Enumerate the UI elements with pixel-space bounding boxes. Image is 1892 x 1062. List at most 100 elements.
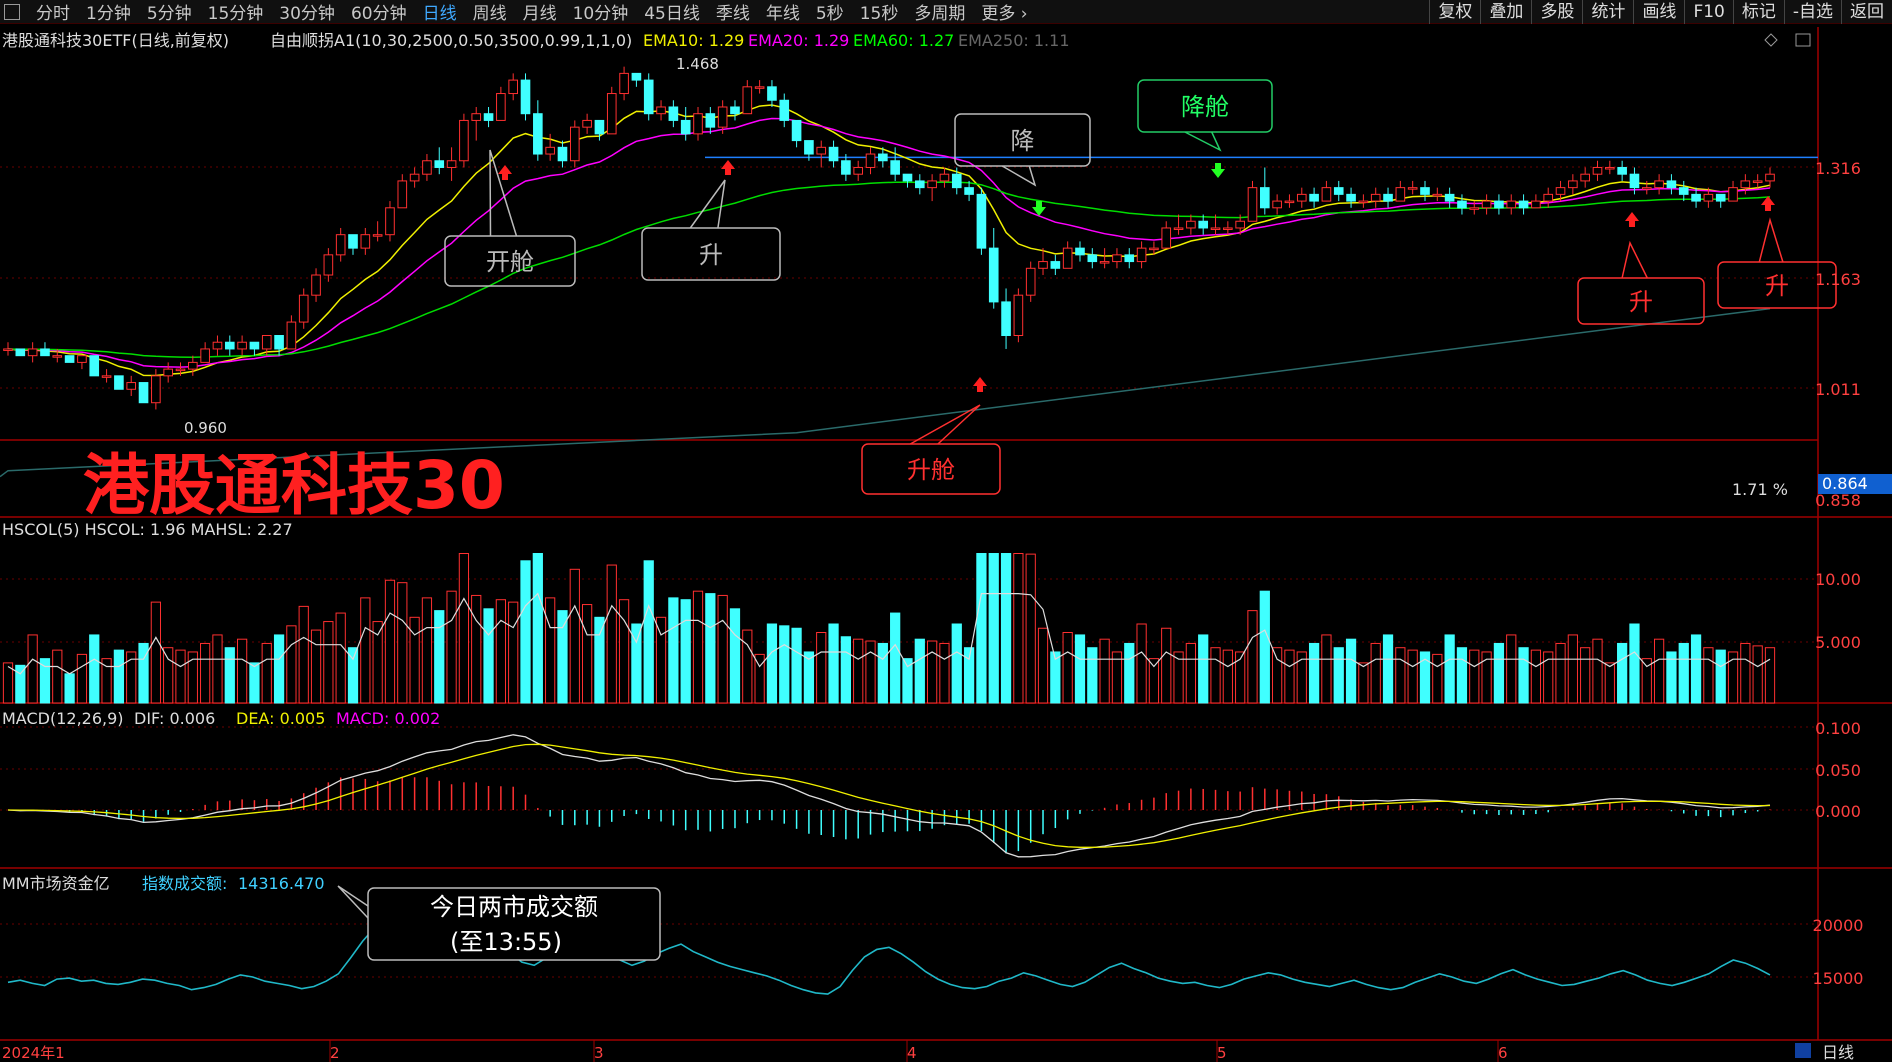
ema20-line [7,117,1771,368]
tab-13[interactable]: 5秒 [815,4,844,24]
candle-body [594,119,605,135]
candle-body [1025,267,1036,296]
tool-button-5[interactable]: F10 [1684,0,1732,24]
candle-body [1186,220,1196,229]
tab-1[interactable]: 1分钟 [86,4,131,24]
tab-16[interactable]: 更多 › [981,4,1028,24]
volume-bar [655,616,667,704]
x-tick: 2 [330,1044,340,1062]
tab-0[interactable]: 分时 [36,4,70,24]
tab-11[interactable]: 季线 [715,4,750,24]
callout-up1-pointer [689,179,726,229]
period-button[interactable]: 日线 [1822,1043,1854,1062]
volume-bar [1604,662,1615,704]
tool-button-8[interactable]: 返回 [1841,0,1892,24]
candle-body [1568,180,1578,189]
funds-tick: 20000 [1813,916,1864,935]
tab-7[interactable]: 周线 [472,4,507,24]
callout-up3: 升 [1717,217,1837,309]
volume-header: HSCOL(5) HSCOL: 1.96 MAHSL: 2.27 [2,520,293,539]
volume-tick: 5.000 [1815,633,1861,652]
tab-10[interactable]: 45日线 [644,4,700,24]
candle-body [1407,187,1418,190]
tool-button-1[interactable]: 叠加 [1480,0,1531,24]
callout-up1: 升 [641,179,781,281]
volume-bar [163,647,174,704]
volume-bar [138,642,149,704]
candle-body [828,146,839,162]
callout-open-text: 开舱 [486,248,534,276]
price-tick: 1.316 [1815,159,1861,178]
down-arrow-icon [1211,163,1225,178]
volume-bar [1543,651,1554,704]
volume-bar [569,568,580,704]
volume-bar [1210,647,1221,704]
right-tools: 复权 叠加 多股 统计 画线 F10 标记 -自选 返回 [1429,0,1892,24]
candle-body [569,126,580,162]
candle-body [606,93,617,135]
candle-body [1038,261,1048,269]
up-arrow-icon [1625,212,1639,227]
volume-bar [1037,627,1049,704]
x-tick: 3 [594,1044,604,1062]
volume-bar [249,662,260,704]
callout-up2: 升 [1577,240,1705,325]
candle-body [865,153,876,168]
volume-bar [360,597,371,704]
callout-open-pointer [489,149,518,237]
tool-button-3[interactable]: 统计 [1582,0,1633,24]
tool-button-6[interactable]: 标记 [1732,0,1784,24]
callout-down-box [954,113,1091,167]
candle-body [483,113,494,121]
pct-label: 1.71 % [1732,480,1788,499]
volume-bar [1678,642,1689,704]
volume-bar [1567,634,1578,704]
indicator-label: 自由顺拐A1(10,30,2500,0.50,3500,0.99,1,1,0) [270,31,632,50]
candle-body [1481,200,1492,209]
volume-bar [1272,647,1283,704]
tool-button-2[interactable]: 多股 [1531,0,1582,24]
tab-14[interactable]: 15秒 [859,4,899,24]
tab-2[interactable]: 5分钟 [146,4,192,24]
candle-body [64,355,75,363]
scroll-handle[interactable] [1795,1043,1811,1058]
candle-body [1457,200,1467,209]
tab-5[interactable]: 60分钟 [350,4,407,24]
candle-body [1333,187,1344,195]
volume-bar [286,625,297,704]
volume-bar [1185,642,1197,704]
volume-bar [766,623,778,704]
current-price: 0.864 [1822,474,1868,493]
menu-icon[interactable] [4,3,20,20]
tool-button-7[interactable]: -自选 [1783,0,1841,24]
volume-bar [471,594,482,704]
tab-15[interactable]: 多周期 [914,4,966,24]
funds-tick: 15000 [1813,969,1864,988]
macd-panel [7,734,1771,858]
tab-4[interactable]: 30分钟 [279,4,335,24]
candle-body [939,173,950,182]
candle-body [372,234,383,237]
volume-ma-line [7,592,1771,675]
volume-bar [273,634,285,704]
volume-bar [224,647,235,704]
candle-body [1531,200,1541,209]
volume-bar [175,649,186,704]
tab-9[interactable]: 10分钟 [572,4,629,24]
tab-8[interactable]: 月线 [522,4,557,24]
volume-bar [39,658,51,704]
x-tick: 6 [1498,1044,1508,1062]
tab-6[interactable]: 日线 [422,4,457,24]
tab-12[interactable]: 年线 [765,4,800,24]
candle-body [631,72,642,81]
tool-button-0[interactable]: 复权 [1429,0,1480,24]
volume-bar [1395,647,1406,704]
chart-labels: 港股通科技30ETF(日线,前复权) 自由顺拐A1(10,30,2500,0.5… [2,31,1788,893]
volume-bar [890,612,901,704]
tool-button-4[interactable]: 画线 [1633,0,1684,24]
candle-body [643,79,654,115]
candle-body [520,79,531,115]
tab-3[interactable]: 15分钟 [207,4,264,24]
candle-body [1383,193,1393,202]
volume-bar [520,560,531,704]
